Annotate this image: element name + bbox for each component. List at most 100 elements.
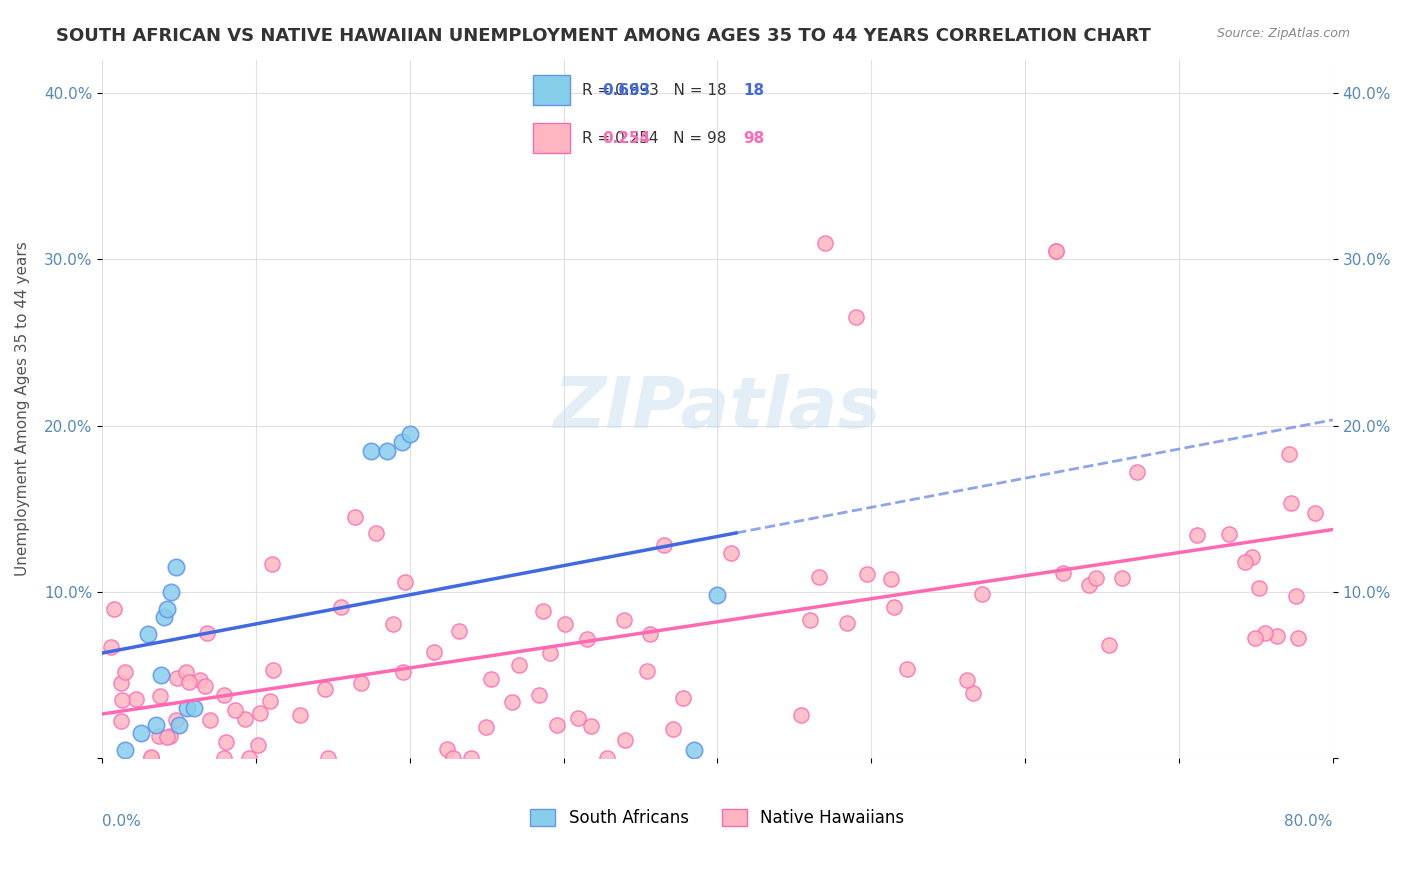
Native Hawaiians <box>344 510 367 524</box>
Native Hawaiians <box>447 624 470 638</box>
Native Hawaiians <box>165 714 187 728</box>
Native Hawaiians <box>423 645 446 659</box>
Native Hawaiians <box>159 729 181 743</box>
Native Hawaiians <box>880 573 903 587</box>
South Africans <box>114 743 136 757</box>
Native Hawaiians <box>235 712 257 726</box>
Native Hawaiians <box>394 575 416 590</box>
South Africans <box>145 718 167 732</box>
South Africans <box>176 701 198 715</box>
Native Hawaiians <box>177 674 200 689</box>
Native Hawaiians <box>259 694 281 708</box>
Text: R = 0.254   N = 98: R = 0.254 N = 98 <box>582 131 727 146</box>
Native Hawaiians <box>845 310 868 325</box>
Text: 80.0%: 80.0% <box>1285 814 1333 830</box>
Text: 0.0%: 0.0% <box>103 814 141 830</box>
Bar <box>533 123 569 153</box>
South Africans <box>152 610 174 624</box>
Native Hawaiians <box>1097 638 1119 652</box>
Text: SOUTH AFRICAN VS NATIVE HAWAIIAN UNEMPLOYMENT AMONG AGES 35 TO 44 YEARS CORRELAT: SOUTH AFRICAN VS NATIVE HAWAIIAN UNEMPLO… <box>56 27 1152 45</box>
Native Hawaiians <box>1187 528 1209 542</box>
Native Hawaiians <box>1285 589 1308 603</box>
South Africans <box>160 585 183 599</box>
Native Hawaiians <box>1111 571 1133 585</box>
South Africans <box>706 588 728 602</box>
Native Hawaiians <box>474 721 496 735</box>
Native Hawaiians <box>1045 244 1067 258</box>
Y-axis label: Unemployment Among Ages 35 to 44 years: Unemployment Among Ages 35 to 44 years <box>15 242 30 576</box>
South Africans <box>398 426 420 441</box>
Native Hawaiians <box>148 729 170 743</box>
Text: 0.693: 0.693 <box>602 83 651 98</box>
Native Hawaiians <box>596 751 619 765</box>
Native Hawaiians <box>111 692 134 706</box>
South Africans <box>167 718 190 732</box>
Native Hawaiians <box>1218 527 1240 541</box>
Native Hawaiians <box>479 672 502 686</box>
Legend: South Africans, Native Hawaiians: South Africans, Native Hawaiians <box>523 802 911 834</box>
South Africans <box>165 560 187 574</box>
Native Hawaiians <box>329 599 352 614</box>
Native Hawaiians <box>1249 582 1271 596</box>
Native Hawaiians <box>638 627 661 641</box>
Native Hawaiians <box>662 722 685 736</box>
Native Hawaiians <box>110 675 132 690</box>
Native Hawaiians <box>149 689 172 703</box>
Native Hawaiians <box>166 672 188 686</box>
Native Hawaiians <box>575 632 598 646</box>
Native Hawaiians <box>114 665 136 679</box>
Native Hawaiians <box>249 706 271 721</box>
Native Hawaiians <box>1305 506 1327 520</box>
South Africans <box>360 443 382 458</box>
Native Hawaiians <box>956 673 979 687</box>
Native Hawaiians <box>392 665 415 679</box>
Native Hawaiians <box>262 558 284 572</box>
Native Hawaiians <box>441 751 464 765</box>
Text: R = 0.693   N = 18: R = 0.693 N = 18 <box>582 83 727 98</box>
Native Hawaiians <box>883 600 905 615</box>
Text: 98: 98 <box>742 131 765 146</box>
Native Hawaiians <box>238 751 260 765</box>
Native Hawaiians <box>1244 631 1267 645</box>
Native Hawaiians <box>1265 629 1288 643</box>
Native Hawaiians <box>613 614 636 628</box>
Native Hawaiians <box>1045 244 1067 258</box>
Text: 0.254: 0.254 <box>602 131 651 146</box>
South Africans <box>156 601 179 615</box>
South Africans <box>129 726 152 740</box>
Native Hawaiians <box>1278 447 1301 461</box>
Native Hawaiians <box>141 750 163 764</box>
Native Hawaiians <box>554 616 576 631</box>
Native Hawaiians <box>970 587 993 601</box>
Native Hawaiians <box>460 751 482 765</box>
Native Hawaiians <box>672 690 695 705</box>
South Africans <box>683 743 706 757</box>
Native Hawaiians <box>807 570 830 584</box>
Bar <box>533 75 569 105</box>
Native Hawaiians <box>316 751 339 765</box>
Native Hawaiians <box>790 708 813 723</box>
Native Hawaiians <box>190 673 212 688</box>
Native Hawaiians <box>247 738 270 752</box>
Native Hawaiians <box>198 713 221 727</box>
Text: Source: ZipAtlas.com: Source: ZipAtlas.com <box>1216 27 1350 40</box>
Native Hawaiians <box>1084 571 1107 585</box>
South Africans <box>136 626 159 640</box>
Native Hawaiians <box>156 730 179 744</box>
Native Hawaiians <box>652 537 675 551</box>
Text: 18: 18 <box>742 83 763 98</box>
Native Hawaiians <box>962 686 984 700</box>
South Africans <box>183 701 205 715</box>
Native Hawaiians <box>174 665 197 680</box>
Native Hawaiians <box>314 682 336 697</box>
Native Hawaiians <box>529 688 551 702</box>
Native Hawaiians <box>436 742 458 756</box>
Native Hawaiians <box>538 646 561 660</box>
Native Hawaiians <box>1052 566 1074 580</box>
Native Hawaiians <box>1077 578 1099 592</box>
Native Hawaiians <box>1279 496 1302 510</box>
Native Hawaiians <box>501 695 523 709</box>
Native Hawaiians <box>224 703 246 717</box>
South Africans <box>375 443 398 458</box>
Native Hawaiians <box>212 751 235 765</box>
